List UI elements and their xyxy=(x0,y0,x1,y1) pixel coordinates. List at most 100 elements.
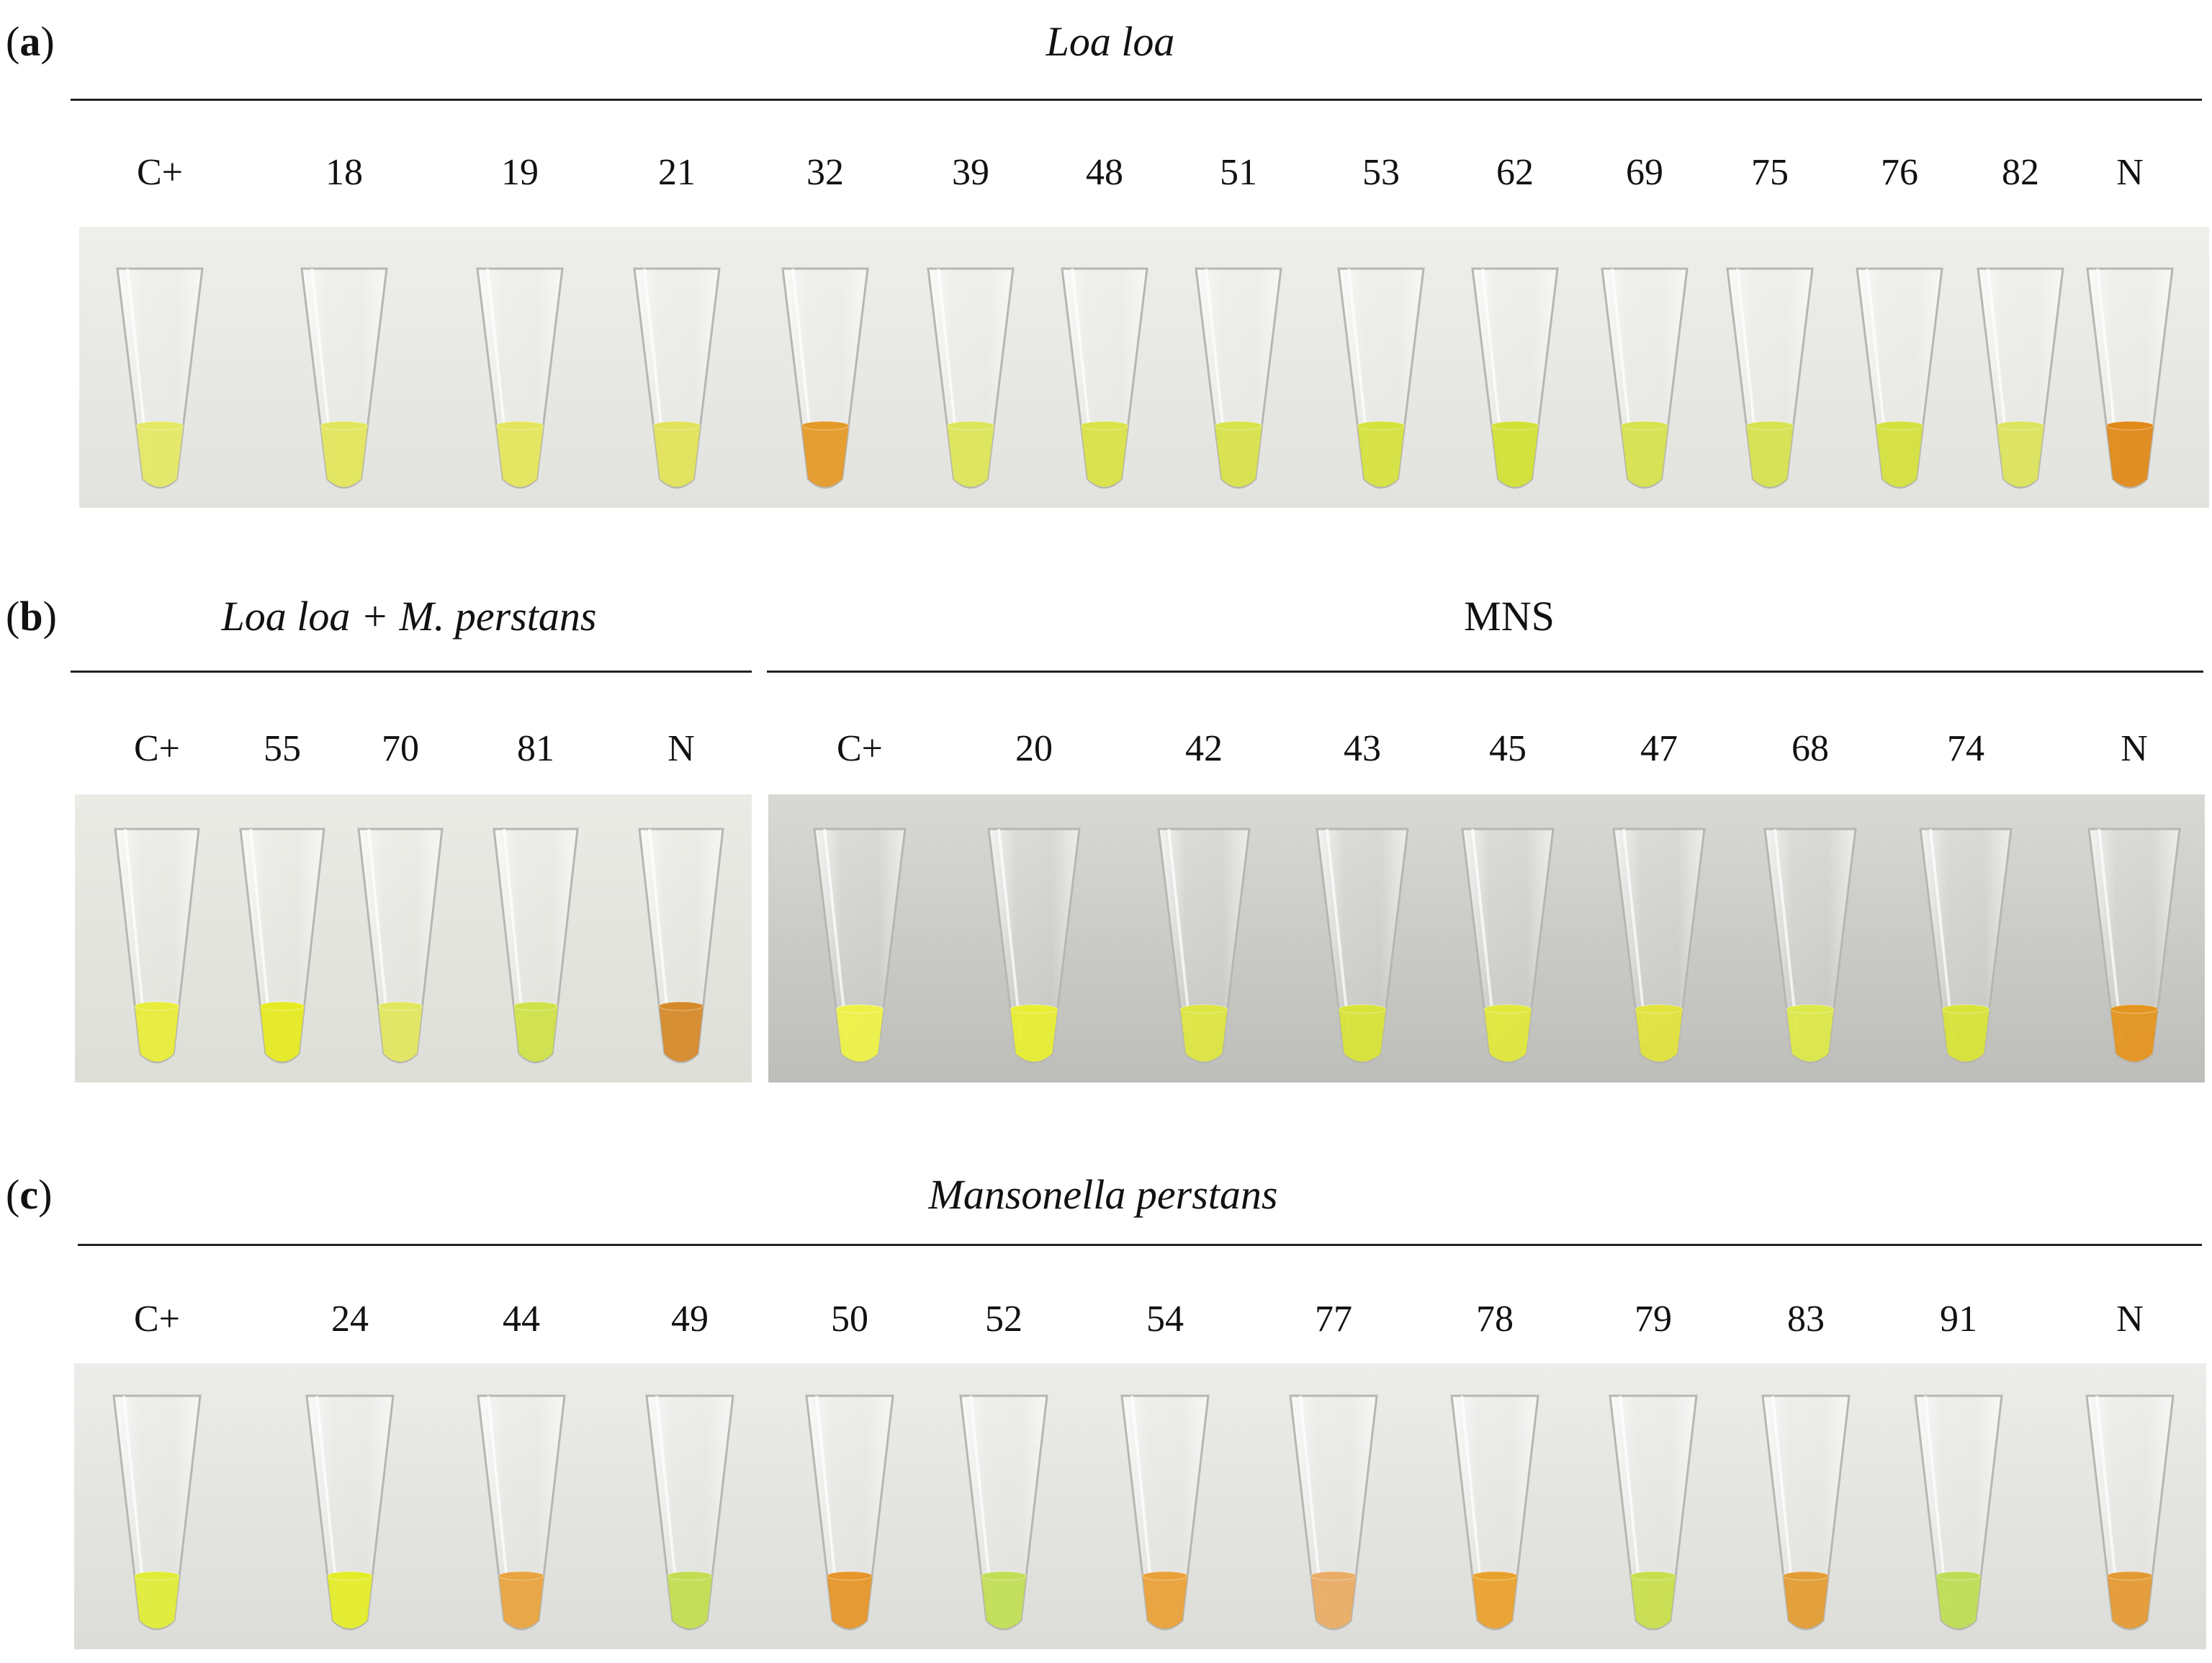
tube-label: 19 xyxy=(501,152,539,193)
panel-a-rule xyxy=(71,99,2202,101)
liquid-meniscus xyxy=(801,421,850,431)
liquid-meniscus xyxy=(658,1001,704,1011)
tube-liquid xyxy=(1635,1009,1683,1062)
tube-label: N xyxy=(2121,728,2148,769)
tube-label: 83 xyxy=(1787,1299,1825,1340)
liquid-meniscus xyxy=(1936,1571,1982,1581)
tube-liquid xyxy=(659,1006,703,1062)
tube-liquid xyxy=(378,1006,423,1062)
tube-label: N xyxy=(2116,152,2144,193)
tube-label: 48 xyxy=(1086,152,1123,193)
tube-label: 21 xyxy=(658,152,696,193)
tube-liquid xyxy=(1357,426,1405,487)
liquid-meniscus xyxy=(495,421,544,431)
tube-liquid xyxy=(653,426,701,487)
tube-label: C+ xyxy=(133,1299,181,1340)
liquid-meniscus xyxy=(377,1001,423,1011)
tube-label: 75 xyxy=(1751,152,1789,193)
liquid-meniscus xyxy=(1472,1571,1518,1581)
liquid-meniscus xyxy=(1338,1004,1387,1014)
panel-a-letter: (a) xyxy=(6,18,55,65)
liquid-meniscus xyxy=(1635,1004,1683,1014)
tube-liquid xyxy=(827,1576,873,1628)
liquid-meniscus xyxy=(1875,421,1924,431)
tube-liquid xyxy=(134,1576,180,1628)
panel-b-left-photo xyxy=(75,794,752,1082)
panel-b-right-title: MNS xyxy=(1464,593,1555,640)
tube-liquid xyxy=(1786,1009,1834,1062)
tube-liquid xyxy=(327,1576,373,1628)
tube-liquid xyxy=(498,1576,544,1628)
liquid-meniscus xyxy=(667,1571,713,1581)
tube-liquid xyxy=(1339,1009,1386,1062)
tube-label: 79 xyxy=(1635,1299,1672,1340)
liquid-meniscus xyxy=(1620,421,1669,431)
tube-label: N xyxy=(2116,1299,2144,1340)
tube-liquid xyxy=(1876,426,1923,487)
tube-label: C+ xyxy=(836,728,884,769)
tube-label: 52 xyxy=(985,1299,1022,1340)
tube-liquid xyxy=(1997,426,2044,487)
tube-label: 51 xyxy=(1220,152,1257,193)
liquid-meniscus xyxy=(320,421,369,431)
tube-liquid xyxy=(1630,1576,1676,1628)
tube-label: 45 xyxy=(1489,728,1527,769)
tube-liquid xyxy=(2106,426,2154,487)
liquid-meniscus xyxy=(134,1571,180,1581)
liquid-meniscus xyxy=(1483,1004,1532,1014)
tube-label: 81 xyxy=(517,728,554,769)
tube-liquid xyxy=(136,426,184,487)
liquid-meniscus xyxy=(1783,1571,1829,1581)
tube-label: 47 xyxy=(1640,728,1678,769)
liquid-meniscus xyxy=(1630,1571,1676,1581)
tube-liquid xyxy=(947,426,994,487)
tube-liquid xyxy=(135,1006,179,1062)
tube-label: N xyxy=(667,728,695,769)
panel-b-right-photo xyxy=(768,794,2205,1082)
liquid-meniscus xyxy=(1745,421,1794,431)
liquid-meniscus xyxy=(1080,421,1129,431)
tube-label: 39 xyxy=(952,152,989,193)
tube-liquid xyxy=(1010,1009,1058,1062)
tube-liquid xyxy=(836,1009,884,1062)
liquid-meniscus xyxy=(498,1571,544,1581)
tube-liquid xyxy=(1472,1576,1518,1628)
liquid-meniscus xyxy=(827,1571,873,1581)
liquid-meniscus xyxy=(1179,1004,1228,1014)
tube-label: 91 xyxy=(1940,1299,1977,1340)
tube-liquid xyxy=(496,426,544,487)
liquid-meniscus xyxy=(652,421,701,431)
panel-b-letter: (b) xyxy=(6,593,57,640)
liquid-meniscus xyxy=(1310,1571,1357,1581)
panel-a-title: Loa loa xyxy=(1046,18,1175,65)
liquid-meniscus xyxy=(1357,421,1406,431)
panel-c-photo xyxy=(74,1363,2206,1649)
tube-liquid xyxy=(667,1576,713,1628)
tube-label: 68 xyxy=(1791,728,1829,769)
liquid-meniscus xyxy=(835,1004,884,1014)
liquid-meniscus xyxy=(1996,421,2045,431)
tube-label: 50 xyxy=(831,1299,868,1340)
tube-label: 49 xyxy=(671,1299,709,1340)
tube-liquid xyxy=(1484,1009,1532,1062)
tube-label: 44 xyxy=(503,1299,540,1340)
liquid-meniscus xyxy=(1010,1004,1058,1014)
liquid-meniscus xyxy=(946,421,995,431)
liquid-meniscus xyxy=(327,1571,373,1581)
tube-label: 24 xyxy=(331,1299,369,1340)
tube-liquid xyxy=(2107,1576,2153,1628)
tube-liquid xyxy=(1310,1576,1357,1628)
tube-label: 82 xyxy=(2002,152,2039,193)
tube-label: 74 xyxy=(1947,728,1984,769)
tube-liquid xyxy=(801,426,849,487)
tube-label: 77 xyxy=(1315,1299,1352,1340)
tube-liquid xyxy=(1942,1009,1990,1062)
tube-liquid xyxy=(1621,426,1668,487)
tube-liquid xyxy=(320,426,368,487)
tube-liquid xyxy=(1215,426,1262,487)
tube-label: 32 xyxy=(806,152,844,193)
tube-label: 42 xyxy=(1185,728,1223,769)
tube-liquid xyxy=(1746,426,1794,487)
tube-label: 53 xyxy=(1362,152,1400,193)
tube-liquid xyxy=(1491,426,1539,487)
